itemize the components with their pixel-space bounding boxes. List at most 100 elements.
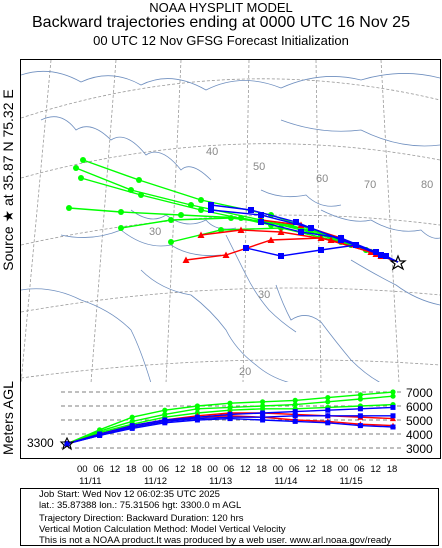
star-icon [59, 436, 75, 451]
date-tick: 11/14 [274, 476, 298, 487]
trajectory-line [68, 207, 399, 263]
altitude-point [292, 397, 298, 403]
trajectory-point [237, 226, 245, 233]
trajectory-point [248, 207, 254, 213]
trajectory-map: 40 50 60 70 80 30 30 20 [20, 59, 441, 384]
hour-tick-labels: 18 12 06 00 18 12 06 00 18 12 06 00 18 12 06 00 18 12 06 00 [20, 464, 439, 478]
altitude-axis-label: Meters AGL [0, 381, 16, 455]
y-tick-4000: 4000 [406, 428, 433, 442]
lon-label-50: 50 [253, 161, 265, 173]
altitude-point [227, 400, 233, 406]
trajectory-point [293, 219, 299, 225]
trajectory-point [136, 177, 142, 183]
hour-tick: 12 [240, 464, 251, 475]
trajectory-point [218, 227, 224, 233]
altitude-point [292, 413, 298, 419]
altitude-point [357, 396, 363, 402]
altitude-point [357, 406, 363, 412]
start-height-label: 3300 [27, 436, 54, 450]
altitude-point [390, 393, 396, 399]
hour-tick: 12 [305, 464, 316, 475]
altitude-point [390, 389, 396, 395]
lon-label-70: 70 [364, 179, 376, 191]
hour-tick: 00 [77, 464, 88, 475]
altitude-point [194, 414, 200, 420]
altitude-point [325, 413, 331, 419]
date-tick: 11/12 [143, 476, 168, 487]
altitude-point [390, 424, 396, 430]
hour-tick: 18 [256, 464, 267, 475]
hour-tick: 00 [142, 464, 153, 475]
trajectory-point [168, 217, 174, 223]
altitude-point [227, 411, 233, 417]
trajectory-point [138, 192, 144, 198]
altitude-point [325, 395, 331, 401]
trajectory-point [78, 175, 84, 181]
altitude-point [260, 406, 266, 412]
date-tick: 11/15 [339, 476, 363, 487]
trajectory-point [243, 245, 249, 251]
job-start: Job Start: Wed Nov 12 06:02:35 UTC 2025 [39, 489, 220, 500]
hour-tick: 18 [125, 464, 137, 475]
altitude-point [357, 392, 363, 398]
hour-tick: 06 [288, 464, 300, 475]
job-info-box: Job Start: Wed Nov 12 06:02:35 UTC 2025 … [20, 488, 439, 546]
trajectory-point [118, 225, 124, 231]
trajectory-point [278, 253, 284, 259]
altitude-point [194, 417, 200, 423]
hour-tick: 06 [158, 464, 170, 475]
forecast-subtitle: 00 UTC 12 Nov GFSG Forecast Initializati… [93, 33, 349, 48]
altitude-point [64, 441, 70, 447]
trajectory-point [298, 229, 304, 235]
trajectory-point [338, 235, 344, 241]
grid-labels: 40 50 60 70 80 30 30 20 [149, 146, 433, 378]
altitude-point [390, 404, 396, 410]
trajectory-point [258, 219, 264, 225]
y-tick-7000: 7000 [406, 386, 433, 400]
altitude-point [129, 425, 135, 431]
trajectory-point [308, 225, 314, 231]
altitude-point [260, 414, 266, 420]
altitude-point [260, 410, 266, 416]
date-tick: 11/11 [79, 476, 102, 487]
altitude-point [292, 409, 298, 415]
altitude-point [260, 417, 266, 423]
hour-tick: 00 [272, 464, 284, 475]
altitude-point [357, 423, 363, 429]
trajectory-point [208, 207, 214, 213]
trajectory-point [222, 251, 230, 258]
star-icon [389, 254, 407, 271]
trajectory-point [198, 197, 204, 203]
lat-label-30: 30 [258, 289, 270, 301]
hour-tick: 18 [386, 464, 398, 475]
job-vertical-method: Vertical Motion Calculation Method: Mode… [39, 524, 286, 535]
trajectory-line [75, 167, 399, 263]
y-tick-6000: 6000 [406, 400, 433, 414]
lon-label-80: 80 [421, 179, 433, 191]
source-location-label: Source ★ at 35.87 N 75.32 E [0, 89, 16, 271]
altitude-point [162, 420, 168, 426]
altitude-point [162, 417, 168, 423]
altitude-series [64, 389, 396, 447]
lat-label-40: 40 [206, 146, 218, 158]
trajectory-point [277, 228, 285, 235]
trajectory-point [182, 256, 190, 263]
trajectory-point [198, 207, 204, 213]
altitude-point [390, 413, 396, 419]
altitude-point [325, 399, 331, 405]
map-svg: 40 50 60 70 80 30 30 20 [21, 60, 440, 383]
trajectory-point [118, 209, 124, 215]
altitude-point [162, 407, 168, 413]
hour-tick: 18 [321, 464, 333, 475]
trajectory-point [228, 215, 234, 221]
trajectory-point [353, 242, 359, 248]
plot-title: Backward trajectories ending at 0000 UTC… [32, 14, 410, 31]
altitude-point [97, 431, 103, 437]
altitude-point [129, 414, 135, 420]
hour-tick: 12 [174, 464, 186, 475]
trajectory-point [73, 165, 79, 171]
altitude-point [227, 416, 233, 422]
map-coastlines [21, 70, 440, 383]
date-tick: 11/13 [209, 476, 233, 487]
hour-tick: 06 [354, 464, 365, 475]
